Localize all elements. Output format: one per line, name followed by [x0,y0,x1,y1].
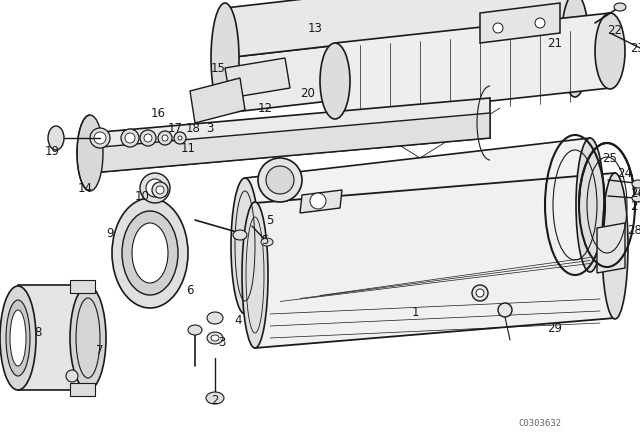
Polygon shape [190,78,245,123]
Polygon shape [245,138,590,313]
Ellipse shape [310,193,326,209]
Ellipse shape [77,115,103,191]
Ellipse shape [320,43,350,119]
Text: 17: 17 [168,121,182,134]
Text: 2: 2 [211,393,219,406]
Text: 6: 6 [186,284,194,297]
Text: 10: 10 [134,190,149,202]
Ellipse shape [140,173,170,203]
Text: 3: 3 [206,121,214,134]
Ellipse shape [48,126,64,150]
Text: 5: 5 [261,233,269,246]
Polygon shape [300,190,342,213]
Polygon shape [18,285,88,390]
Ellipse shape [162,135,168,141]
Polygon shape [90,98,490,173]
Ellipse shape [258,158,302,202]
Ellipse shape [94,132,106,144]
Ellipse shape [476,289,484,297]
Text: 19: 19 [45,145,60,158]
Ellipse shape [6,300,30,376]
Text: 7: 7 [96,344,104,357]
Ellipse shape [122,211,178,295]
Ellipse shape [472,285,488,301]
Ellipse shape [158,131,172,145]
Ellipse shape [602,173,628,319]
Ellipse shape [207,332,223,344]
Text: 29: 29 [547,322,563,335]
Ellipse shape [632,194,640,202]
Text: 20: 20 [301,86,316,99]
Ellipse shape [206,392,224,404]
Ellipse shape [140,130,156,146]
Ellipse shape [231,178,259,314]
Ellipse shape [576,138,604,272]
Polygon shape [225,18,575,113]
Text: 14: 14 [77,181,93,194]
Polygon shape [225,0,575,58]
Ellipse shape [498,303,512,317]
Ellipse shape [211,335,219,341]
Text: 21: 21 [547,36,563,49]
Ellipse shape [178,136,182,140]
Ellipse shape [242,202,268,348]
Ellipse shape [90,128,110,148]
Ellipse shape [156,186,164,194]
Ellipse shape [632,180,640,188]
Polygon shape [597,223,625,273]
Text: 26: 26 [630,186,640,199]
Polygon shape [70,280,95,293]
Text: 3: 3 [218,336,226,349]
Text: 9: 9 [106,227,114,240]
Text: 13: 13 [308,22,323,34]
Ellipse shape [261,238,273,246]
Ellipse shape [207,312,223,324]
Polygon shape [255,173,615,348]
Text: 1: 1 [412,306,419,319]
Text: 24: 24 [618,167,632,180]
Text: 23: 23 [630,42,640,55]
Ellipse shape [121,129,139,147]
Ellipse shape [146,179,164,197]
Text: 15: 15 [211,61,225,74]
Ellipse shape [266,166,294,194]
Text: 22: 22 [607,23,623,36]
Polygon shape [70,383,95,396]
Text: 12: 12 [257,102,273,115]
Ellipse shape [0,286,36,390]
Ellipse shape [144,134,152,142]
Ellipse shape [233,230,247,240]
Text: 16: 16 [150,107,166,120]
Ellipse shape [211,3,239,113]
Ellipse shape [535,18,545,28]
Polygon shape [480,3,560,43]
Text: 4: 4 [234,314,242,327]
Text: 27: 27 [630,199,640,212]
Text: 25: 25 [603,151,618,164]
Ellipse shape [70,286,106,390]
Text: C0303632: C0303632 [518,418,561,427]
Ellipse shape [152,182,168,198]
Text: 11: 11 [180,142,195,155]
Ellipse shape [561,0,589,97]
Text: 8: 8 [35,327,42,340]
Text: 5: 5 [266,214,274,227]
Polygon shape [225,58,290,98]
Text: 28: 28 [628,224,640,237]
Polygon shape [90,113,490,173]
Ellipse shape [125,133,135,143]
Polygon shape [335,13,610,118]
Ellipse shape [10,310,26,366]
Ellipse shape [132,223,168,283]
Ellipse shape [112,198,188,308]
Ellipse shape [614,3,626,11]
Ellipse shape [493,23,503,33]
Text: 18: 18 [186,121,200,134]
Ellipse shape [66,370,78,382]
Ellipse shape [174,132,186,144]
Ellipse shape [188,325,202,335]
Ellipse shape [595,13,625,89]
